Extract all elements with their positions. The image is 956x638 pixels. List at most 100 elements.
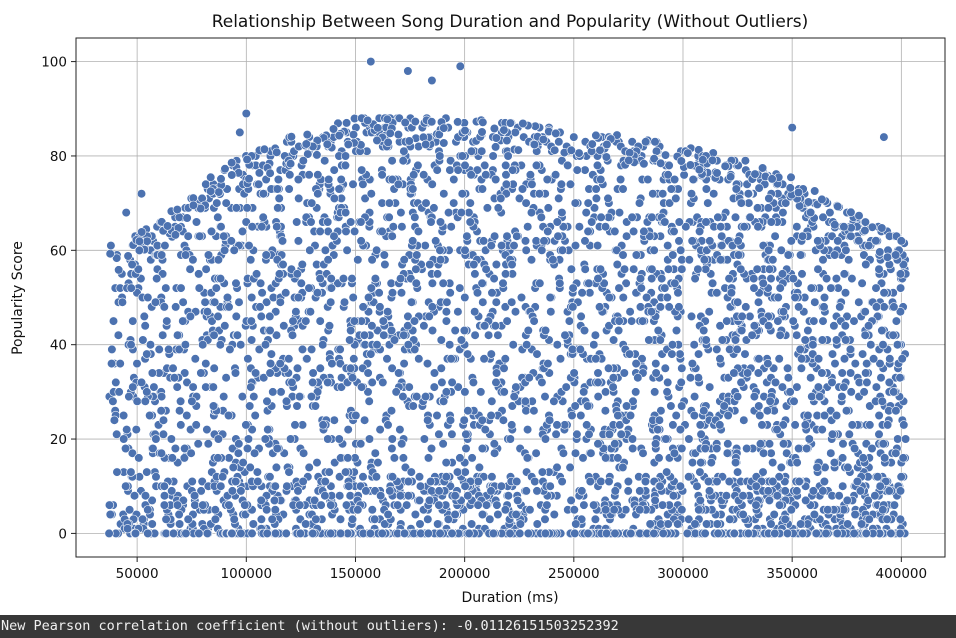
- data-point: [445, 415, 456, 425]
- data-point: [275, 297, 285, 307]
- data-point: [602, 139, 612, 150]
- data-point: [447, 377, 457, 388]
- data-point: [307, 198, 317, 208]
- data-point: [810, 297, 820, 307]
- data-point: [220, 164, 230, 174]
- data-point: [168, 528, 179, 539]
- data-point: [460, 126, 470, 136]
- data-point: [618, 250, 628, 260]
- data-point: [349, 354, 359, 364]
- data-point: [692, 481, 702, 491]
- data-point: [221, 198, 231, 208]
- data-point: [338, 274, 349, 284]
- data-point: [730, 335, 741, 345]
- data-point: [590, 514, 601, 524]
- data-point: [889, 302, 899, 312]
- data-point: [478, 117, 488, 127]
- data-point: [410, 116, 420, 127]
- data-point: [171, 302, 181, 312]
- data-point: [437, 377, 447, 388]
- data-point: [712, 476, 722, 487]
- data-point: [326, 274, 336, 284]
- data-point: [134, 245, 144, 255]
- data-point: [460, 387, 470, 397]
- data-point: [576, 311, 586, 322]
- data-point: [427, 75, 437, 86]
- data-point: [450, 325, 460, 336]
- data-point: [664, 302, 674, 312]
- data-point: [219, 392, 229, 402]
- data-point: [830, 250, 840, 260]
- data-point: [526, 208, 537, 218]
- data-point: [701, 217, 711, 227]
- data-point: [834, 491, 844, 501]
- data-point: [725, 514, 735, 524]
- data-point: [262, 505, 272, 515]
- data-point: [582, 420, 592, 430]
- data-point: [571, 519, 581, 529]
- data-point: [618, 292, 628, 303]
- data-point: [725, 172, 736, 182]
- data-point: [449, 174, 459, 185]
- data-point: [320, 245, 331, 255]
- data-point: [694, 226, 705, 236]
- data-point: [772, 491, 782, 501]
- data-point: [364, 396, 374, 406]
- data-point: [637, 316, 648, 326]
- data-point: [340, 160, 351, 170]
- data-point: [614, 316, 624, 326]
- data-point: [724, 476, 734, 487]
- data-point: [704, 307, 714, 317]
- data-point: [427, 302, 437, 312]
- data-point: [788, 274, 798, 284]
- data-point: [763, 486, 773, 496]
- data-point: [227, 486, 237, 496]
- data-point: [228, 462, 238, 473]
- data-point: [191, 217, 202, 227]
- data-point: [538, 134, 548, 145]
- data-point: [195, 231, 205, 241]
- data-point: [270, 505, 280, 515]
- data-point: [408, 401, 418, 411]
- data-point: [703, 198, 713, 208]
- data-point: [163, 221, 173, 231]
- data-point: [434, 429, 444, 439]
- data-point: [260, 340, 271, 350]
- data-point: [441, 472, 451, 482]
- data-point: [749, 321, 760, 331]
- data-point: [757, 163, 768, 173]
- data-point: [819, 302, 829, 312]
- data-point: [655, 335, 665, 345]
- data-point: [813, 382, 824, 392]
- data-point: [520, 236, 531, 246]
- data-point: [295, 500, 305, 510]
- data-point: [832, 528, 842, 539]
- data-point: [498, 278, 508, 288]
- data-point: [246, 316, 256, 326]
- data-point: [268, 387, 278, 397]
- data-point: [864, 514, 874, 524]
- data-point: [569, 368, 579, 378]
- data-point: [159, 500, 169, 510]
- data-point: [423, 415, 433, 425]
- data-point: [213, 255, 223, 265]
- data-point: [645, 519, 655, 529]
- data-point: [360, 415, 370, 425]
- data-point: [749, 283, 759, 293]
- data-point: [870, 491, 880, 501]
- data-point: [490, 231, 500, 241]
- data-point: [127, 448, 137, 458]
- data-point: [372, 245, 382, 255]
- data-point: [626, 316, 637, 326]
- data-point: [353, 255, 363, 265]
- data-point: [215, 274, 226, 284]
- data-point: [256, 495, 266, 506]
- data-point: [120, 443, 131, 454]
- data-point: [876, 373, 886, 383]
- data-point: [257, 222, 267, 232]
- data-point: [341, 467, 351, 477]
- data-point: [693, 264, 703, 274]
- data-point: [233, 448, 243, 458]
- data-point: [399, 359, 409, 369]
- data-point: [650, 495, 660, 506]
